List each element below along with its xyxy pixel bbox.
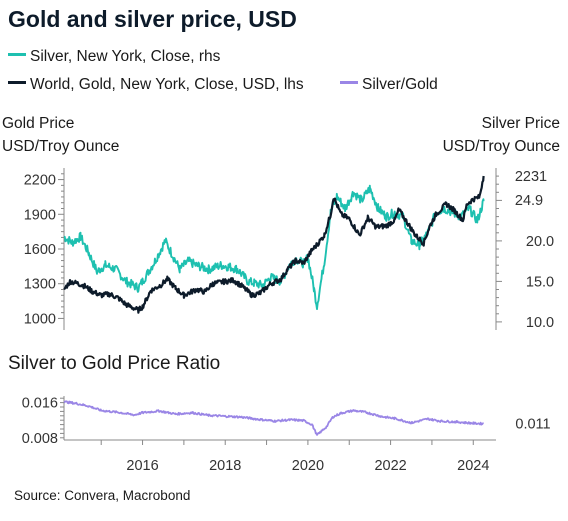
left-tick-label: 2200 — [24, 173, 56, 189]
series-line-gold — [63, 175, 485, 314]
y-axis-title-left-line1: Gold Price — [2, 115, 75, 132]
gold-last-value-label: 2231 — [515, 169, 547, 185]
source-note: Source: Convera, Macrobond — [14, 488, 191, 503]
y-axis-title-right: Silver Price USD/Troy Ounce — [443, 112, 560, 158]
legend-label-gold: World, Gold, New York, Close, USD, lhs — [30, 76, 304, 93]
ratio-tick-label: 0.016 — [22, 396, 58, 412]
left-tick-label: 1600 — [24, 242, 56, 258]
silver-last-value-label: 24.9 — [515, 193, 543, 209]
right-tick-label: 10.0 — [526, 315, 554, 331]
legend-label-ratio: Silver/Gold — [362, 76, 438, 93]
legend-item-silver: Silver, New York, Close, rhs — [8, 48, 220, 66]
left-tick-label: 1000 — [24, 311, 56, 327]
chart-title: Gold and silver price, USD — [8, 6, 297, 32]
left-tick-label: 1900 — [24, 207, 56, 223]
y-axis-title-left: Gold Price USD/Troy Ounce — [2, 112, 119, 158]
ratio-chart-title: Silver to Gold Price Ratio — [8, 353, 221, 374]
y-axis-title-left-line2: USD/Troy Ounce — [2, 138, 120, 155]
left-tick-label: 1300 — [24, 277, 56, 293]
right-tick-label: 20.0 — [526, 234, 554, 250]
x-tick-label: 2016 — [126, 458, 158, 474]
x-tick-label: 2024 — [457, 458, 489, 474]
x-tick-label: 2018 — [209, 458, 241, 474]
ratio-tick-label: 0.008 — [22, 431, 58, 447]
ratio-last-value-label: 0.011 — [515, 417, 550, 433]
legend-swatch-silver — [8, 53, 26, 57]
y-axis-title-right-line1: Silver Price — [481, 115, 560, 132]
x-tick-label: 2020 — [292, 458, 324, 474]
legend-swatch-gold — [8, 81, 26, 85]
series-line-silver — [63, 184, 485, 311]
right-tick-label: 15.0 — [526, 274, 554, 290]
legend-swatch-ratio — [340, 81, 358, 85]
legend-item-gold: World, Gold, New York, Close, USD, lhs — [8, 76, 304, 94]
y-axis-title-right-line2: USD/Troy Ounce — [442, 138, 560, 155]
legend-item-ratio: Silver/Gold — [340, 76, 438, 94]
x-tick-label: 2022 — [374, 458, 406, 474]
legend-label-silver: Silver, New York, Close, rhs — [30, 48, 221, 65]
series-line-ratio — [63, 400, 485, 436]
